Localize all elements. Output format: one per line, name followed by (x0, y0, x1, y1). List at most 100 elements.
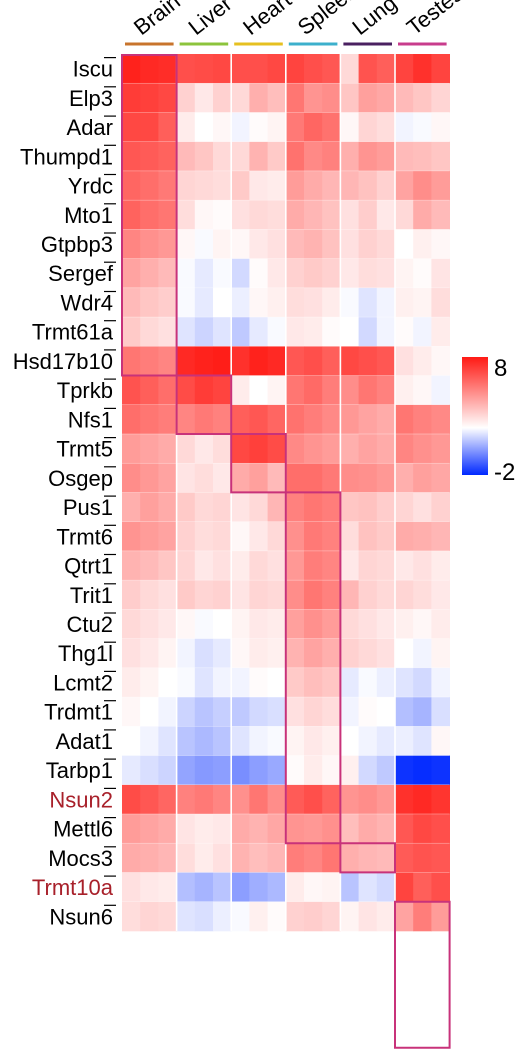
heatmap-cell (158, 258, 177, 289)
heatmap-cell (122, 433, 141, 464)
heatmap-cell (158, 492, 177, 523)
heatmap-cell (140, 112, 159, 143)
heatmap-cell (213, 492, 232, 523)
heatmap-cell (376, 404, 396, 435)
heatmap-cell (176, 813, 196, 844)
heatmap-cell (304, 54, 323, 84)
heatmap-cell (122, 112, 141, 143)
heatmap-cell (431, 258, 450, 289)
heatmap-cell (395, 872, 414, 903)
heatmap-cell (304, 609, 323, 639)
heatmap-cell (122, 638, 141, 669)
heatmap-cell (413, 112, 432, 143)
heatmap-cell (358, 784, 378, 815)
heatmap-cell (213, 317, 232, 347)
heatmap-cell (285, 433, 305, 464)
gene-label-mocs3: Mocs3 (48, 846, 113, 871)
heatmap-cell (122, 755, 141, 786)
heatmap-cell (358, 609, 378, 639)
heatmap-cell (267, 141, 287, 172)
heatmap-cell (304, 843, 323, 873)
heatmap-cell (395, 141, 414, 172)
heatmap-cell (176, 609, 196, 639)
heatmap-cell (431, 872, 450, 903)
heatmap-cell (413, 492, 432, 523)
heatmap-cell (358, 229, 378, 260)
heatmap-cell (304, 258, 323, 289)
heatmap-cell (194, 667, 214, 698)
gene-label-lcmt2: Lcmt2 (53, 670, 113, 695)
heatmap-cell (158, 112, 177, 143)
gene-label-nsun6: Nsun6 (49, 904, 113, 929)
gene-label-thg1l: Thg1l (58, 641, 113, 666)
heatmap-cell (194, 580, 214, 610)
heatmap-cell (322, 287, 341, 318)
heatmap-cell (304, 112, 323, 143)
heatmap-cell (340, 550, 359, 581)
heatmap-cell (249, 697, 268, 727)
heatmap-cell (304, 317, 323, 347)
heatmap-cell (431, 638, 450, 669)
heatmap-cell (431, 317, 450, 347)
heatmap-cell (249, 580, 268, 610)
heatmap-cell (231, 843, 250, 873)
heatmap-cell (304, 287, 323, 318)
heatmap-cell (304, 813, 323, 844)
colorbar-gradient (462, 357, 488, 475)
heatmap-cell (194, 54, 214, 84)
heatmap-cell (194, 375, 214, 406)
heatmap-cell (140, 170, 159, 201)
heatmap-cell (322, 346, 341, 376)
heatmap-cell (395, 170, 414, 201)
heatmap-cell (213, 755, 232, 786)
heatmap-cell (285, 317, 305, 347)
heatmap-cell (340, 346, 359, 376)
heatmap-cell (213, 580, 232, 610)
heatmap-cell (194, 200, 214, 230)
heatmap-cell (140, 580, 159, 610)
heatmap-cell (376, 638, 396, 669)
heatmap-cell (267, 170, 287, 201)
heatmap-cell (358, 54, 378, 84)
heatmap-cell (140, 229, 159, 260)
heatmap-cell (413, 83, 432, 113)
heatmap-cell (358, 521, 378, 552)
heatmap-cell (122, 375, 141, 406)
heatmap-cell (267, 287, 287, 318)
heatmap-cell (231, 433, 250, 464)
heatmap-cell (358, 375, 378, 406)
heatmap-cell (358, 667, 378, 698)
heatmap-cell (413, 843, 432, 873)
heatmap-cell (213, 346, 232, 376)
heatmap-cell (213, 287, 232, 318)
heatmap-cell (340, 287, 359, 318)
heatmap-cell (140, 901, 159, 932)
heatmap-cell (231, 83, 250, 113)
heatmap-cell (285, 258, 305, 289)
heatmap-cell (340, 667, 359, 698)
tissue-label-liver: Liver (184, 0, 237, 40)
heatmap-cell (140, 463, 159, 493)
heatmap-cell (122, 492, 141, 523)
gene-label-tprkb: Tprkb (57, 378, 113, 403)
heatmap-cell (213, 200, 232, 230)
heatmap-cell (304, 170, 323, 201)
heatmap-cell (358, 872, 378, 903)
heatmap-cell (376, 521, 396, 552)
heatmap-cell (395, 521, 414, 552)
heatmap-cell (376, 872, 396, 903)
heatmap-cell (267, 697, 287, 727)
heatmap-cell (395, 54, 414, 84)
gene-label-elp3: Elp3 (69, 86, 113, 111)
heatmap-cell (304, 346, 323, 376)
heatmap-cell (431, 492, 450, 523)
heatmap-cell (431, 229, 450, 260)
heatmap-cell (267, 200, 287, 230)
heatmap-cell (395, 404, 414, 435)
heatmap-cell (413, 404, 432, 435)
heatmap-cell (322, 726, 341, 756)
heatmap-cell (376, 609, 396, 639)
heatmap-cell (213, 463, 232, 493)
heatmap-cell (194, 83, 214, 113)
